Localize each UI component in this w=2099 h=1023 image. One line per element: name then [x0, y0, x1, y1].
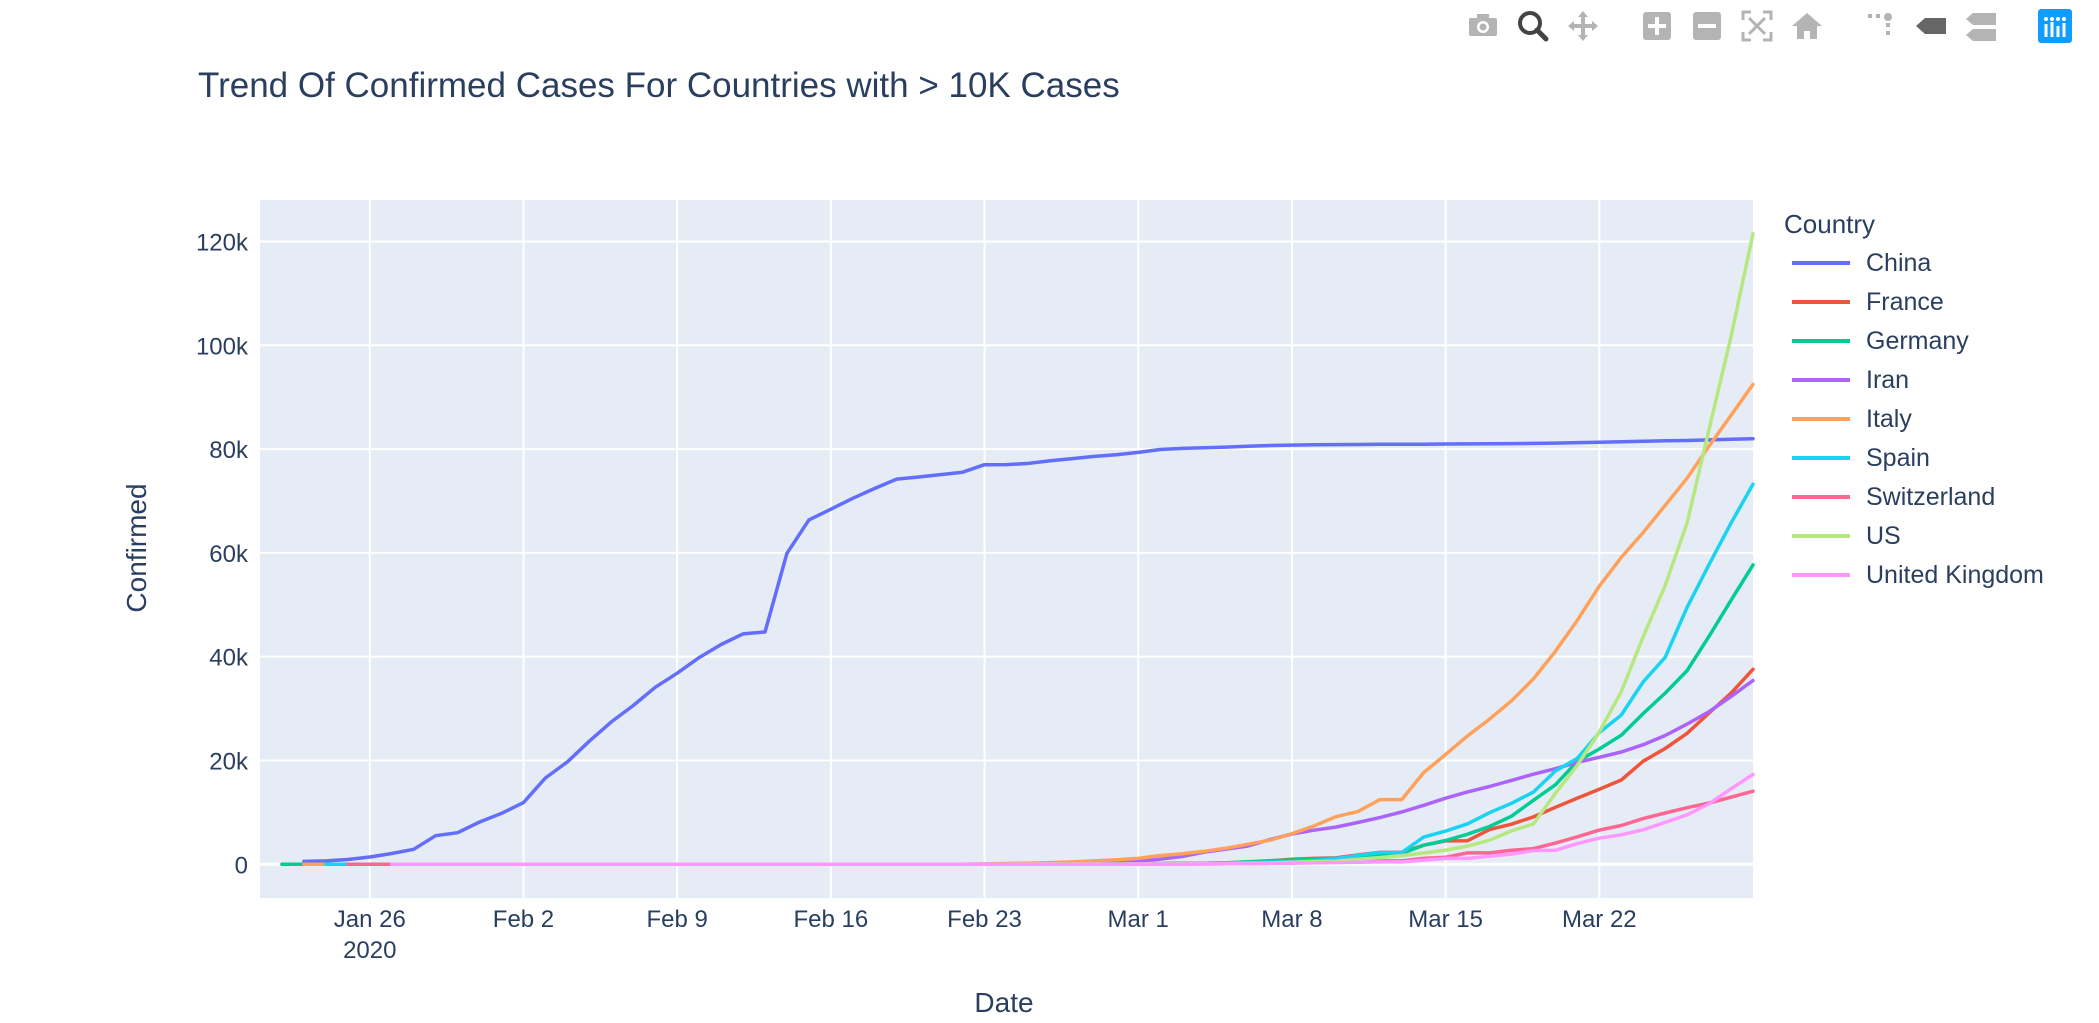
- legend-item[interactable]: France: [1792, 288, 1944, 316]
- modebar-toolbar: [1461, 4, 2077, 48]
- x-tick-label: Feb 2: [493, 906, 554, 933]
- legend-item[interactable]: United Kingdom: [1792, 561, 2044, 589]
- y-axis-title: Confirmed: [121, 483, 152, 612]
- autoscale-icon[interactable]: [1735, 4, 1779, 48]
- x-gridlines: [368, 200, 1601, 898]
- pan-icon[interactable]: [1561, 4, 1605, 48]
- camera-icon[interactable]: [1461, 4, 1505, 48]
- x-tick-label: Feb 16: [793, 906, 868, 933]
- x-tick-label: Feb 23: [947, 906, 1022, 933]
- legend-label: Iran: [1866, 366, 1909, 394]
- legend-item[interactable]: China: [1792, 249, 1931, 277]
- x-tick-label: Feb 9: [646, 906, 707, 933]
- legend-item[interactable]: Iran: [1792, 366, 1909, 394]
- legend-label: United Kingdom: [1866, 561, 2044, 589]
- chart-title: Trend Of Confirmed Cases For Countries w…: [198, 66, 1120, 105]
- legend-label: Switzerland: [1866, 483, 1995, 511]
- y-tick-label: 60k: [209, 541, 249, 568]
- y-tick-label: 120k: [196, 230, 249, 257]
- spike-lines-icon[interactable]: [1859, 4, 1903, 48]
- legend-item[interactable]: Germany: [1792, 327, 1969, 355]
- series-lines: [280, 232, 1755, 867]
- legend-label: Italy: [1866, 405, 1912, 433]
- legend-item[interactable]: Spain: [1792, 444, 1930, 472]
- legend-label: France: [1866, 288, 1944, 316]
- legend-title: Country: [1784, 209, 1875, 239]
- hover-compare-icon[interactable]: [1959, 4, 2003, 48]
- y-tick-label: 100k: [196, 333, 249, 360]
- y-tick-labels: 0 20k 40k 60k 80k 100k 120k: [196, 230, 249, 880]
- legend-label: US: [1866, 522, 1901, 550]
- zoom-in-icon[interactable]: [1635, 4, 1679, 48]
- x-tick-label: Mar 1: [1108, 906, 1169, 933]
- x-tick-sublabel: 2020: [343, 937, 396, 964]
- zoom-out-icon[interactable]: [1685, 4, 1729, 48]
- x-tick-label: Mar 22: [1562, 906, 1637, 933]
- legend-label: China: [1866, 249, 1931, 277]
- legend-label: Germany: [1866, 327, 1969, 355]
- x-tick-label: Jan 26: [334, 906, 406, 933]
- hover-closest-icon[interactable]: [1909, 4, 1953, 48]
- series-line-china[interactable]: [302, 436, 1755, 864]
- series-line-united-kingdom[interactable]: [389, 772, 1755, 867]
- y-tick-label: 0: [235, 852, 248, 879]
- y-tick-label: 20k: [209, 748, 249, 775]
- legend-label: Spain: [1866, 444, 1930, 472]
- x-axis-title: Date: [974, 987, 1033, 1018]
- legend-item[interactable]: US: [1792, 522, 1901, 550]
- reset-axes-icon[interactable]: [1785, 4, 1829, 48]
- legend-item[interactable]: Italy: [1792, 405, 1912, 433]
- zoom-icon[interactable]: [1511, 4, 1555, 48]
- plotly-logo-icon[interactable]: [2033, 4, 2077, 48]
- x-tick-labels: Jan 26 2020 Feb 2 Feb 9 Feb 16 Feb 23 Mar 1 Mar…: [334, 906, 1637, 964]
- legend: Country China France Germany Iran Italy Spain…: [1784, 209, 2044, 589]
- x-tick-label: Mar 8: [1261, 906, 1322, 933]
- legend-item[interactable]: Switzerland: [1792, 483, 1995, 511]
- x-tick-label: Mar 15: [1408, 906, 1483, 933]
- y-tick-label: 40k: [209, 645, 249, 672]
- y-tick-label: 80k: [209, 437, 249, 464]
